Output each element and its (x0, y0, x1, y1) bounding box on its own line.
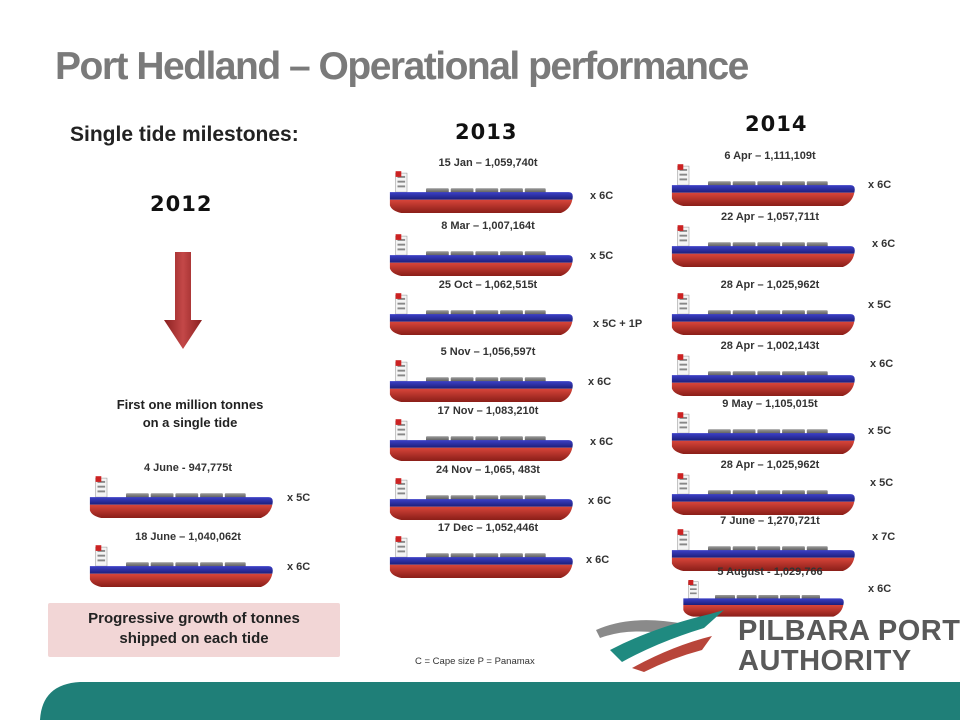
ship-label: 24 Nov – 1,065, 483t (436, 464, 540, 476)
ship-2014-5: 9 May – 1,105,015t (670, 398, 870, 460)
ship-count: x 5C (870, 477, 894, 489)
ship-2013-1: 15 Jan – 1,059,740t (388, 157, 588, 219)
ship-icon (388, 293, 578, 339)
ship-icon (670, 473, 860, 519)
ship-count: x 6C (586, 554, 610, 566)
ship-label: 8 Mar – 1,007,164t (441, 220, 535, 232)
ship-count: x 5C (287, 492, 311, 504)
ship-count: x 6C (590, 436, 614, 448)
ship-label: 28 Apr – 1,025,962t (720, 279, 820, 291)
ship-count: x 6C (868, 179, 892, 191)
section-subtitle: Single tide milestones: (70, 123, 299, 147)
ship-label: 5 August - 1,029,766 (717, 566, 823, 578)
ship-label: 22 Apr – 1,057,711t (720, 211, 820, 223)
ship-2014-6: 28 Apr – 1,025,962t (670, 459, 870, 521)
year-2013-heading: 2013 (455, 120, 518, 144)
ship-count: x 6C (588, 376, 612, 388)
year-2014-heading: 2014 (745, 112, 808, 136)
ship-count: x 6C (588, 495, 612, 507)
ship-icon (388, 536, 578, 582)
ship-icon (670, 412, 860, 458)
ship-2014-4: 28 Apr – 1,002,143t (670, 340, 870, 402)
ship-icon (670, 164, 860, 210)
ship-2014-7: 7 June – 1,270,721t (670, 515, 870, 577)
ship-label: 5 Nov – 1,056,597t (440, 346, 536, 358)
subtitle-text: Single tide milestones (70, 123, 292, 146)
ship-icon (388, 419, 578, 465)
ship-icon (388, 171, 578, 217)
ship-icon (388, 234, 578, 280)
ship-label: 4 June - 947,775t (143, 462, 233, 474)
ship-icon (670, 225, 860, 271)
down-arrow-icon (164, 252, 202, 349)
brand-line2: AUTHORITY (738, 645, 912, 677)
ship-icon (88, 545, 278, 591)
ship-count: x 6C (870, 358, 894, 370)
callout-line2: shipped on each tide (119, 630, 269, 647)
ship-label: 25 Oct – 1,062,515t (438, 279, 538, 291)
progressive-growth-callout: Progressive growth of tonnes shipped on … (48, 603, 340, 657)
ship-icon (670, 354, 860, 400)
pilbara-ports-logo-icon (596, 610, 724, 672)
year-2012-heading: 2012 (150, 192, 213, 216)
ship-2014-3: 28 Apr – 1,025,962t (670, 279, 870, 341)
ship-2013-2: 8 Mar – 1,007,164t (388, 220, 588, 282)
ship-2014-8: 5 August - 1,029,766 (670, 566, 870, 628)
ship-label: 28 Apr – 1,002,143t (720, 340, 820, 352)
ship-2013-6: 24 Nov – 1,065, 483t (388, 464, 588, 526)
first-million-text: First one million tonnes on a single tid… (80, 396, 300, 432)
ship-2013-5: 17 Nov – 1,083,210t (388, 405, 588, 467)
ship-label: 7 June – 1,270,721t (720, 515, 820, 527)
footer-band (0, 676, 960, 720)
ship-2013-7: 17 Dec – 1,052,446t (388, 522, 588, 584)
ship-icon (388, 478, 578, 524)
first-million-line1: First one million tonnes (116, 397, 264, 412)
ship-icon (388, 360, 578, 406)
ship-count: x 6C (590, 190, 614, 202)
ship-label: 15 Jan – 1,059,740t (438, 157, 538, 169)
ship-count: x 5C (590, 250, 614, 262)
ship-label: 18 June – 1,040,062t (135, 531, 241, 543)
ship-2014-2: 22 Apr – 1,057,711t (670, 211, 870, 273)
ship-label: 6 Apr – 1,111,109t (724, 150, 816, 162)
subtitle-colon: : (291, 123, 299, 146)
ship-icon (670, 293, 860, 339)
page-title: Port Hedland – Operational performance (55, 45, 749, 88)
ship-count: x 5C (868, 299, 892, 311)
ship-2012-1: 4 June - 947,775t (88, 462, 288, 524)
ship-2012-2: 18 June – 1,040,062t (88, 531, 288, 593)
legend-text: C = Cape size P = Panamax (415, 656, 535, 667)
ship-2013-3: 25 Oct – 1,062,515t (388, 279, 588, 341)
ship-count: x 6C (868, 583, 892, 595)
ship-count: x 6C (872, 238, 896, 250)
ship-2013-4: 5 Nov – 1,056,597t (388, 346, 588, 408)
ship-count: x 7C (872, 531, 896, 543)
first-million-line2: on a single tide (142, 415, 238, 430)
ship-2014-1: 6 Apr – 1,111,109t (670, 150, 870, 212)
ship-label: 28 Apr – 1,025,962t (720, 459, 820, 471)
brand-line1: PILBARA PORTS (738, 615, 960, 647)
ship-icon (88, 476, 278, 522)
ship-count: x 5C + 1P (593, 318, 643, 330)
ship-count: x 5C (868, 425, 892, 437)
ship-label: 17 Dec – 1,052,446t (437, 522, 539, 534)
callout-line1: Progressive growth of tonnes (88, 610, 300, 627)
ship-label: 17 Nov – 1,083,210t (437, 405, 539, 417)
ship-count: x 6C (287, 561, 311, 573)
ship-label: 9 May – 1,105,015t (722, 398, 818, 410)
